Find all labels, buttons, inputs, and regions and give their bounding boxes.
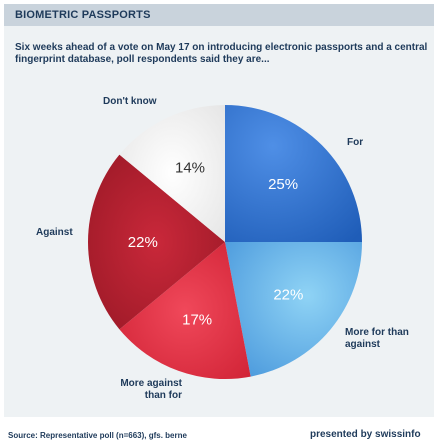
pie-slice-against bbox=[87, 154, 225, 330]
label-for: For bbox=[347, 137, 364, 148]
label-more-against: More against than for bbox=[120, 378, 182, 401]
pie-slice-more-for-than-against bbox=[225, 242, 362, 377]
value-label-0: 25% bbox=[268, 176, 298, 193]
value-label-2: 17% bbox=[182, 311, 212, 328]
value-label-4: 14% bbox=[175, 160, 205, 177]
pie-slice-for bbox=[225, 105, 362, 242]
value-label-3: 22% bbox=[128, 234, 158, 251]
chart-title: BIOMETRIC PASSPORTS bbox=[15, 9, 151, 21]
credit-line: presented by swissinfo bbox=[310, 429, 421, 440]
chart-subtitle: Six weeks ahead of a vote on May 17 on i… bbox=[15, 42, 428, 65]
label-more-for: More for than against bbox=[345, 327, 409, 350]
label-against: Against bbox=[36, 227, 73, 238]
value-label-1: 22% bbox=[273, 286, 303, 303]
pie-slice-more-against-than-for bbox=[119, 242, 251, 379]
label-dont-know: Don't know bbox=[103, 96, 157, 107]
pie-slice-don-t-know bbox=[119, 105, 225, 242]
header-bar bbox=[4, 4, 434, 26]
source-note: Source: Representative poll (n=663), gfs… bbox=[8, 431, 187, 440]
